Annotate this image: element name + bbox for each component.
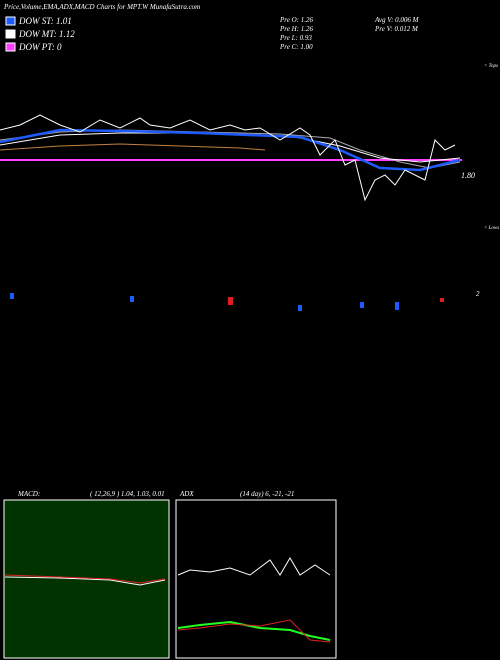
di-plus — [177, 620, 331, 641]
adx-params: (14 day) 6, -21, -21 — [240, 490, 294, 498]
legend-swatch — [5, 16, 16, 26]
volume-label: 2 — [476, 290, 480, 298]
st-line — [0, 128, 461, 172]
info-text: Pre O: 1.26 — [279, 16, 313, 24]
lows-label: < Lows — [484, 226, 499, 231]
legend-swatch — [5, 42, 16, 52]
di-minus — [177, 619, 331, 643]
candle — [228, 297, 233, 305]
macd-params: ( 12,26,9 ) 1.04, 1.03, 0.01 — [90, 490, 165, 498]
candle — [10, 293, 14, 299]
legend: DOW ST: 1.01 DOW MT: 1.12 DOW PT: 0 — [5, 16, 75, 52]
adx-line — [177, 557, 331, 576]
title: Price,Volume,EMA,ADX,MACD Charts for MPT… — [3, 3, 200, 11]
info-text: Pre L: 0.93 — [279, 34, 312, 42]
macd-name: MACD: — [17, 490, 40, 498]
candle — [298, 305, 302, 311]
ema-line — [0, 129, 461, 169]
candle — [395, 302, 399, 310]
info-text: Pre C: 1.00 — [279, 43, 313, 51]
adx-panel — [175, 499, 337, 659]
legend-label: DOW ST: 1.01 — [18, 16, 72, 26]
legend-label: DOW PT: 0 — [18, 42, 62, 52]
info-text: Pre V: 0.012 M — [374, 25, 419, 33]
candle — [440, 298, 444, 302]
price-lines — [0, 114, 462, 202]
candle — [360, 302, 364, 308]
legend-label: DOW MT: 1.12 — [18, 29, 75, 39]
volume-candles — [10, 293, 444, 311]
info-text: Pre H: 1.26 — [279, 25, 313, 33]
tops-label: < Tops — [484, 64, 498, 69]
info-text: Avg V: 0.006 M — [374, 16, 420, 24]
macd-line — [4, 576, 166, 586]
adx-name: ADX — [179, 490, 194, 498]
legend-swatch — [5, 29, 16, 39]
ema-line — [0, 143, 266, 151]
price-label: 1.80 — [461, 171, 475, 180]
candle — [130, 296, 134, 302]
info: Pre O: 1.26 Pre H: 1.26 Pre L: 0.93 Pre … — [279, 16, 420, 51]
signal-line — [4, 574, 166, 584]
price-line — [0, 114, 456, 202]
